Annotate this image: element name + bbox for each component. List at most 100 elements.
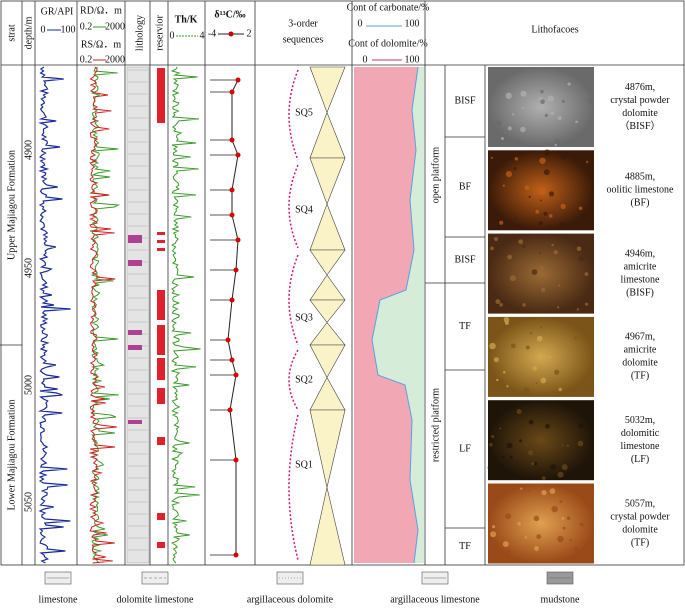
photo-caption: 4885m, (625, 172, 655, 183)
c13-max: 2 (247, 28, 252, 39)
header-seq2: sequences (283, 34, 324, 45)
rs-curve (88, 66, 117, 564)
carb-max: 100 (405, 18, 420, 29)
micrograph (488, 316, 594, 397)
grain (543, 169, 550, 176)
photo-caption: 4967m, (625, 332, 655, 343)
grain (489, 443, 493, 447)
grain (557, 471, 564, 478)
grain (539, 189, 546, 196)
grain (541, 476, 546, 481)
photo-caption: oolitic limestone (607, 185, 674, 196)
grain (531, 462, 535, 466)
grain (496, 408, 502, 415)
micrograph (488, 233, 594, 314)
photo-caption: limestone (621, 441, 660, 452)
grain (510, 343, 516, 349)
depth-label: 4950 (23, 258, 34, 278)
grain (586, 246, 593, 253)
c13-dot (235, 77, 241, 83)
photo-caption: (TF) (631, 371, 649, 382)
depth-label: 5000 (23, 375, 34, 395)
grain (539, 199, 542, 202)
micrograph (488, 400, 594, 481)
photo-caption: dolomite (622, 108, 658, 119)
header-strat: strat (6, 24, 17, 41)
grain (522, 245, 526, 248)
c13-dot (233, 267, 239, 273)
grain (498, 140, 504, 146)
grain (535, 381, 538, 384)
thk-max: 4 (200, 30, 205, 41)
sequence-label: SQ3 (295, 312, 313, 323)
grain (522, 303, 526, 307)
legend-label: mudstone (541, 594, 580, 605)
photo-caption: crystal powder (610, 95, 670, 106)
grain (517, 521, 521, 526)
sequence-shape (309, 157, 346, 251)
sequence-shape (309, 344, 346, 411)
grain (554, 369, 560, 375)
reservoir (157, 290, 165, 320)
reservoir (157, 513, 165, 520)
sequence-label: SQ5 (295, 107, 313, 118)
dolo-min: 0 (363, 54, 368, 65)
grain (528, 195, 531, 198)
sequence-label: SQ4 (295, 204, 313, 215)
micrograph (488, 67, 594, 147)
photo-caption: dolomite (622, 358, 658, 369)
grain (578, 422, 584, 429)
column-rules (21, 1, 486, 565)
grain (499, 302, 503, 307)
facies-code: BISF (454, 254, 476, 265)
photo-caption: limestone (621, 274, 660, 285)
grain (584, 334, 589, 339)
grain (577, 440, 584, 447)
c13-dot (229, 212, 235, 218)
grain (493, 236, 499, 242)
grain (549, 488, 556, 494)
grain (557, 306, 560, 309)
lithology-fill (126, 66, 150, 564)
grain (500, 136, 505, 140)
header-dolo: Cont of dolomite/% (348, 38, 427, 49)
grain (495, 120, 502, 126)
grain (499, 378, 504, 384)
grain (502, 370, 506, 374)
photo-caption: (TF) (631, 537, 649, 548)
c13-dot (229, 89, 235, 95)
photo-caption: 5032m, (625, 415, 655, 426)
photo-caption: 4946m, (625, 248, 655, 259)
grain (496, 378, 499, 382)
grain (514, 157, 519, 161)
grain (505, 171, 513, 178)
reservoir (157, 542, 165, 548)
rd-curve (90, 66, 121, 564)
grain (561, 464, 568, 471)
grain (551, 243, 554, 247)
grain (548, 355, 551, 359)
grain (499, 220, 504, 225)
carb-min: 0 (358, 18, 363, 29)
photo-caption: (BF) (631, 198, 650, 209)
grain (512, 113, 515, 116)
grain (550, 111, 555, 116)
sequence-arrow (288, 69, 299, 161)
grain (502, 184, 505, 187)
grain (568, 384, 571, 387)
grain (489, 342, 496, 350)
gr-min: 0 (41, 24, 46, 35)
grain (540, 89, 544, 94)
grain (536, 534, 542, 540)
rd-max: 2000 (105, 21, 125, 32)
grain (578, 206, 583, 211)
grain (554, 143, 557, 147)
header-rs: RS/Ω．m (81, 39, 121, 50)
grain (490, 246, 494, 251)
photo-caption: (BISF) (626, 287, 654, 298)
mudstone-band (128, 235, 142, 243)
grain (513, 167, 517, 171)
legend-label: argillaceous dolomite (247, 594, 334, 605)
sequence-arrow (288, 254, 299, 346)
grain (557, 535, 564, 543)
